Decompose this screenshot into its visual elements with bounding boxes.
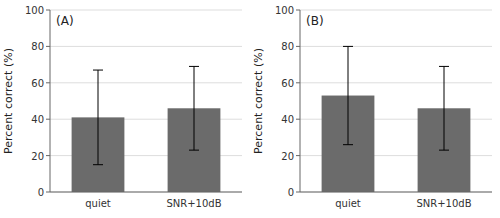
panel: 0 20 40 60 80 100 quiet SNR+10dB Percent correct… bbox=[2, 5, 242, 209]
tick-label: 100 bbox=[275, 5, 294, 16]
tick-mark bbox=[46, 192, 50, 193]
tick-mark bbox=[296, 46, 300, 47]
tick-label: 0 bbox=[288, 187, 294, 198]
error-bar bbox=[93, 70, 103, 165]
category-label: SNR+10dB bbox=[166, 198, 221, 209]
y-axis bbox=[50, 10, 51, 192]
grid-line bbox=[50, 192, 242, 193]
tick-mark bbox=[296, 82, 300, 83]
panel: 0 20 40 60 80 100 quiet SNR+10dB Percent correct… bbox=[252, 5, 492, 209]
x-axis bbox=[50, 192, 242, 193]
tick-label: 60 bbox=[281, 78, 294, 89]
grid-line bbox=[50, 46, 242, 47]
tick-label: 100 bbox=[25, 5, 44, 16]
tick-label: 40 bbox=[281, 114, 294, 125]
y-axis bbox=[300, 10, 301, 192]
grid-line bbox=[50, 10, 242, 11]
tick-mark bbox=[296, 192, 300, 193]
grid-line bbox=[300, 82, 492, 83]
panel-label: (A) bbox=[56, 14, 74, 28]
tick-label: 20 bbox=[31, 151, 44, 162]
tick-label: 20 bbox=[281, 151, 294, 162]
tick-label: 40 bbox=[31, 114, 44, 125]
chart: 0 20 40 60 80 100 quiet SNR+10dB Percent correct… bbox=[0, 0, 500, 218]
tick-mark bbox=[296, 10, 300, 11]
category-label: SNR+10dB bbox=[416, 198, 471, 209]
marks bbox=[322, 46, 471, 192]
tick-label: 80 bbox=[281, 41, 294, 52]
tick-mark bbox=[46, 46, 50, 47]
grid-line bbox=[300, 46, 492, 47]
tick-mark bbox=[296, 119, 300, 120]
grid-line bbox=[50, 82, 242, 83]
category-label: quiet bbox=[85, 198, 111, 209]
axis-label: Percent correct (%) bbox=[2, 48, 15, 154]
error-bar bbox=[343, 46, 353, 144]
axis-label: Percent correct (%) bbox=[252, 48, 265, 154]
tick-mark bbox=[46, 82, 50, 83]
tick-label: 0 bbox=[38, 187, 44, 198]
tick-mark bbox=[46, 119, 50, 120]
tick-label: 80 bbox=[31, 41, 44, 52]
x-axis bbox=[300, 192, 492, 193]
marks bbox=[72, 66, 221, 192]
grid-line bbox=[300, 192, 492, 193]
tick-label: 60 bbox=[31, 78, 44, 89]
tick-mark bbox=[46, 10, 50, 11]
tick-mark bbox=[296, 155, 300, 156]
grid-line bbox=[300, 10, 492, 11]
tick-mark bbox=[46, 155, 50, 156]
error-bar bbox=[439, 66, 449, 150]
panel-label: (B) bbox=[306, 14, 324, 28]
error-bar bbox=[189, 66, 199, 150]
category-label: quiet bbox=[335, 198, 361, 209]
